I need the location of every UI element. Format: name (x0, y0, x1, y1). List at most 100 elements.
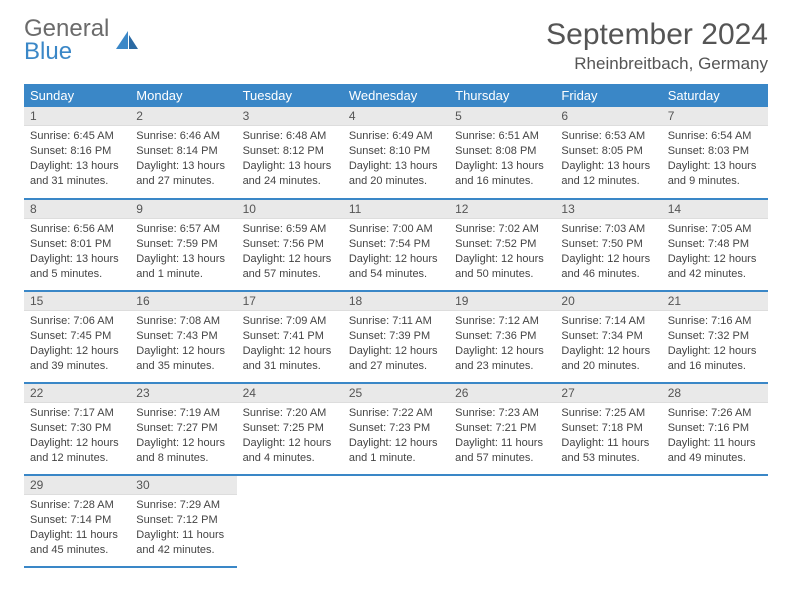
day-info: Sunrise: 6:45 AMSunset: 8:16 PMDaylight:… (24, 126, 130, 192)
sunset: Sunset: 8:14 PM (136, 144, 230, 159)
day-cell: 24Sunrise: 7:20 AMSunset: 7:25 PMDayligh… (237, 383, 343, 475)
daylight: Daylight: 11 hours and 53 minutes. (561, 436, 655, 466)
day-info: Sunrise: 6:59 AMSunset: 7:56 PMDaylight:… (237, 219, 343, 285)
sunrise: Sunrise: 6:56 AM (30, 222, 124, 237)
sunrise: Sunrise: 7:03 AM (561, 222, 655, 237)
sunrise: Sunrise: 7:23 AM (455, 406, 549, 421)
day-info: Sunrise: 7:06 AMSunset: 7:45 PMDaylight:… (24, 311, 130, 377)
day-number: 21 (662, 292, 768, 311)
day-info: Sunrise: 7:25 AMSunset: 7:18 PMDaylight:… (555, 403, 661, 469)
day-number: 24 (237, 384, 343, 403)
day-cell: 2Sunrise: 6:46 AMSunset: 8:14 PMDaylight… (130, 107, 236, 199)
sunrise: Sunrise: 7:26 AM (668, 406, 762, 421)
week-row: 15Sunrise: 7:06 AMSunset: 7:45 PMDayligh… (24, 291, 768, 383)
day-cell: 18Sunrise: 7:11 AMSunset: 7:39 PMDayligh… (343, 291, 449, 383)
sunset: Sunset: 7:50 PM (561, 237, 655, 252)
sail-icon (114, 29, 140, 51)
title-block: September 2024 Rheinbreitbach, Germany (546, 18, 768, 74)
logo: General Blue (24, 18, 140, 64)
sunset: Sunset: 7:14 PM (30, 513, 124, 528)
sunrise: Sunrise: 7:17 AM (30, 406, 124, 421)
daylight: Daylight: 13 hours and 5 minutes. (30, 252, 124, 282)
sunrise: Sunrise: 6:54 AM (668, 129, 762, 144)
day-cell: 19Sunrise: 7:12 AMSunset: 7:36 PMDayligh… (449, 291, 555, 383)
sunrise: Sunrise: 7:29 AM (136, 498, 230, 513)
day-header: Monday (130, 84, 236, 107)
day-cell: 1Sunrise: 6:45 AMSunset: 8:16 PMDaylight… (24, 107, 130, 199)
location: Rheinbreitbach, Germany (546, 54, 768, 74)
daylight: Daylight: 12 hours and 42 minutes. (668, 252, 762, 282)
day-cell: 11Sunrise: 7:00 AMSunset: 7:54 PMDayligh… (343, 199, 449, 291)
sunset: Sunset: 7:41 PM (243, 329, 337, 344)
day-number: 5 (449, 107, 555, 126)
day-cell: 6Sunrise: 6:53 AMSunset: 8:05 PMDaylight… (555, 107, 661, 199)
sunset: Sunset: 7:43 PM (136, 329, 230, 344)
daylight: Daylight: 12 hours and 54 minutes. (349, 252, 443, 282)
day-cell: 14Sunrise: 7:05 AMSunset: 7:48 PMDayligh… (662, 199, 768, 291)
daylight: Daylight: 12 hours and 4 minutes. (243, 436, 337, 466)
day-number: 10 (237, 200, 343, 219)
week-row: 1Sunrise: 6:45 AMSunset: 8:16 PMDaylight… (24, 107, 768, 199)
day-number: 27 (555, 384, 661, 403)
day-cell: 22Sunrise: 7:17 AMSunset: 7:30 PMDayligh… (24, 383, 130, 475)
day-number: 20 (555, 292, 661, 311)
day-number: 9 (130, 200, 236, 219)
day-number: 15 (24, 292, 130, 311)
empty-cell (555, 475, 661, 567)
day-number: 12 (449, 200, 555, 219)
daylight: Daylight: 12 hours and 20 minutes. (561, 344, 655, 374)
day-number: 3 (237, 107, 343, 126)
day-number: 7 (662, 107, 768, 126)
day-cell: 23Sunrise: 7:19 AMSunset: 7:27 PMDayligh… (130, 383, 236, 475)
day-cell: 20Sunrise: 7:14 AMSunset: 7:34 PMDayligh… (555, 291, 661, 383)
day-number: 23 (130, 384, 236, 403)
day-info: Sunrise: 6:53 AMSunset: 8:05 PMDaylight:… (555, 126, 661, 192)
day-header: Tuesday (237, 84, 343, 107)
sunset: Sunset: 8:05 PM (561, 144, 655, 159)
sunset: Sunset: 7:54 PM (349, 237, 443, 252)
sunrise: Sunrise: 6:46 AM (136, 129, 230, 144)
day-info: Sunrise: 6:57 AMSunset: 7:59 PMDaylight:… (130, 219, 236, 285)
sunset: Sunset: 7:21 PM (455, 421, 549, 436)
day-number: 13 (555, 200, 661, 219)
day-cell: 17Sunrise: 7:09 AMSunset: 7:41 PMDayligh… (237, 291, 343, 383)
day-header: Thursday (449, 84, 555, 107)
day-number: 4 (343, 107, 449, 126)
day-number: 28 (662, 384, 768, 403)
daylight: Daylight: 12 hours and 31 minutes. (243, 344, 337, 374)
day-header: Wednesday (343, 84, 449, 107)
day-info: Sunrise: 7:11 AMSunset: 7:39 PMDaylight:… (343, 311, 449, 377)
sunrise: Sunrise: 6:45 AM (30, 129, 124, 144)
day-cell: 26Sunrise: 7:23 AMSunset: 7:21 PMDayligh… (449, 383, 555, 475)
sunrise: Sunrise: 6:49 AM (349, 129, 443, 144)
sunset: Sunset: 8:03 PM (668, 144, 762, 159)
day-cell: 7 Sunrise: 6:54 AMSunset: 8:03 PMDaylight… (662, 107, 768, 199)
sunrise: Sunrise: 7:14 AM (561, 314, 655, 329)
sunset: Sunset: 7:23 PM (349, 421, 443, 436)
day-cell: 25Sunrise: 7:22 AMSunset: 7:23 PMDayligh… (343, 383, 449, 475)
sunset: Sunset: 7:59 PM (136, 237, 230, 252)
day-info: Sunrise: 7:03 AMSunset: 7:50 PMDaylight:… (555, 219, 661, 285)
day-cell: 30Sunrise: 7:29 AMSunset: 7:12 PMDayligh… (130, 475, 236, 567)
sunrise: Sunrise: 7:25 AM (561, 406, 655, 421)
daylight: Daylight: 13 hours and 31 minutes. (30, 159, 124, 189)
day-info: Sunrise: 7:09 AMSunset: 7:41 PMDaylight:… (237, 311, 343, 377)
sunrise: Sunrise: 7:12 AM (455, 314, 549, 329)
daylight: Daylight: 13 hours and 9 minutes. (668, 159, 762, 189)
day-info: Sunrise: 7:16 AMSunset: 7:32 PMDaylight:… (662, 311, 768, 377)
empty-cell (662, 475, 768, 567)
daylight: Daylight: 12 hours and 1 minute. (349, 436, 443, 466)
day-info: Sunrise: 7:23 AMSunset: 7:21 PMDaylight:… (449, 403, 555, 469)
daylight: Daylight: 11 hours and 57 minutes. (455, 436, 549, 466)
sunset: Sunset: 8:10 PM (349, 144, 443, 159)
day-cell: 4Sunrise: 6:49 AMSunset: 8:10 PMDaylight… (343, 107, 449, 199)
daylight: Daylight: 13 hours and 27 minutes. (136, 159, 230, 189)
sunset: Sunset: 7:56 PM (243, 237, 337, 252)
sunset: Sunset: 7:45 PM (30, 329, 124, 344)
day-cell: 12Sunrise: 7:02 AMSunset: 7:52 PMDayligh… (449, 199, 555, 291)
day-cell: 13Sunrise: 7:03 AMSunset: 7:50 PMDayligh… (555, 199, 661, 291)
sunrise: Sunrise: 6:51 AM (455, 129, 549, 144)
day-number: 6 (555, 107, 661, 126)
sunrise: Sunrise: 6:59 AM (243, 222, 337, 237)
day-cell: 15Sunrise: 7:06 AMSunset: 7:45 PMDayligh… (24, 291, 130, 383)
